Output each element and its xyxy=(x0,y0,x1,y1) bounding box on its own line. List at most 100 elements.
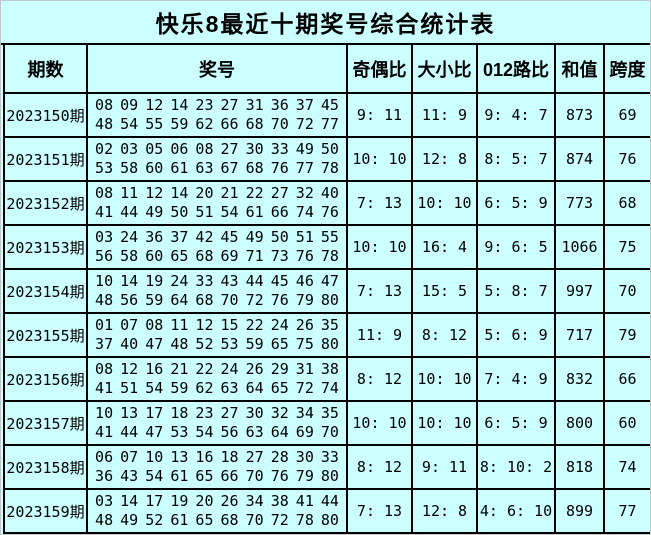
cell-period: 2023151期 xyxy=(3,136,88,182)
cell-odd-even-ratio: 10: 10 xyxy=(346,224,413,270)
cell-span: 77 xyxy=(603,488,650,534)
cell-numbers: 10 14 19 24 33 43 44 45 46 47 48 56 59 6… xyxy=(86,268,348,314)
numbers-line-1: 01 07 08 11 12 15 22 24 26 35 xyxy=(95,316,339,334)
cell-sum: 899 xyxy=(554,488,605,534)
cell-span: 76 xyxy=(603,136,650,182)
header-big-small: 大小比 xyxy=(411,45,478,94)
numbers-line-2: 48 56 59 64 68 70 72 76 79 80 xyxy=(95,291,339,309)
cell-span: 70 xyxy=(603,268,650,314)
cell-sum: 773 xyxy=(554,180,605,226)
cell-sum: 1066 xyxy=(554,224,605,270)
cell-span: 66 xyxy=(603,356,650,402)
cell-numbers: 03 24 36 37 42 45 49 50 51 55 56 58 60 6… xyxy=(86,224,348,270)
numbers-line-2: 41 44 49 50 51 54 61 66 74 76 xyxy=(95,203,339,221)
cell-012-route-ratio: 5: 8: 7 xyxy=(476,268,556,314)
cell-012-route-ratio: 9: 6: 5 xyxy=(476,224,556,270)
numbers-line-1: 02 03 05 06 08 27 30 33 49 50 xyxy=(95,140,339,158)
cell-sum: 717 xyxy=(554,312,605,358)
table-row: 2023155期 01 07 08 11 12 15 22 24 26 35 3… xyxy=(3,312,650,358)
cell-012-route-ratio: 9: 4: 7 xyxy=(476,92,556,138)
numbers-line-1: 10 13 17 18 23 27 30 32 34 35 xyxy=(95,404,339,422)
numbers-line-1: 08 09 12 14 23 27 31 36 37 45 xyxy=(95,96,339,114)
cell-span: 79 xyxy=(603,312,650,358)
cell-012-route-ratio: 5: 6: 9 xyxy=(476,312,556,358)
cell-numbers: 03 14 17 19 20 26 34 38 41 44 48 49 52 6… xyxy=(86,488,348,534)
cell-span: 69 xyxy=(603,92,650,138)
cell-period: 2023152期 xyxy=(3,180,88,226)
cell-period: 2023156期 xyxy=(3,356,88,402)
cell-big-small-ratio: 10: 10 xyxy=(411,400,478,446)
cell-sum: 997 xyxy=(554,268,605,314)
table-row: 2023154期 10 14 19 24 33 43 44 45 46 47 4… xyxy=(3,268,650,314)
numbers-line-2: 37 40 47 48 52 53 59 65 75 80 xyxy=(95,335,339,353)
table-row: 2023156期 08 12 16 21 22 24 26 29 31 38 4… xyxy=(3,356,650,402)
numbers-line-1: 10 14 19 24 33 43 44 45 46 47 xyxy=(95,272,339,290)
cell-span: 74 xyxy=(603,444,650,490)
table-row: 2023159期 03 14 17 19 20 26 34 38 41 44 4… xyxy=(3,488,650,534)
table-row: 2023150期 08 09 12 14 23 27 31 36 37 45 4… xyxy=(3,92,650,138)
cell-period: 2023157期 xyxy=(3,400,88,446)
cell-sum: 832 xyxy=(554,356,605,402)
numbers-line-2: 41 44 47 53 54 56 63 64 69 70 xyxy=(95,423,339,441)
cell-period: 2023155期 xyxy=(3,312,88,358)
header-sum: 和值 xyxy=(554,45,605,94)
cell-012-route-ratio: 4: 6: 10 xyxy=(476,488,556,534)
cell-numbers: 08 12 16 21 22 24 26 29 31 38 41 51 54 5… xyxy=(86,356,348,402)
cell-odd-even-ratio: 11: 9 xyxy=(346,312,413,358)
cell-period: 2023153期 xyxy=(3,224,88,270)
cell-period: 2023150期 xyxy=(3,92,88,138)
table-row: 2023153期 03 24 36 37 42 45 49 50 51 55 5… xyxy=(3,224,650,270)
numbers-line-1: 08 12 16 21 22 24 26 29 31 38 xyxy=(95,360,339,378)
cell-span: 68 xyxy=(603,180,650,226)
cell-big-small-ratio: 10: 10 xyxy=(411,180,478,226)
table-row: 2023158期 06 07 10 13 16 18 27 28 30 33 3… xyxy=(3,444,650,490)
header-period: 期数 xyxy=(3,45,88,94)
header-odd-even: 奇偶比 xyxy=(346,45,413,94)
cell-numbers: 08 11 12 14 20 21 22 27 32 40 41 44 49 5… xyxy=(86,180,348,226)
header-span: 跨度 xyxy=(603,45,650,94)
cell-sum: 818 xyxy=(554,444,605,490)
header-row: 期数 奖号 奇偶比 大小比 012路比 和值 跨度 xyxy=(3,45,650,94)
numbers-line-1: 08 11 12 14 20 21 22 27 32 40 xyxy=(95,184,339,202)
cell-odd-even-ratio: 8: 12 xyxy=(346,444,413,490)
cell-012-route-ratio: 6: 5: 9 xyxy=(476,180,556,226)
cell-numbers: 02 03 05 06 08 27 30 33 49 50 53 58 60 6… xyxy=(86,136,348,182)
cell-012-route-ratio: 7: 4: 9 xyxy=(476,356,556,402)
numbers-line-1: 03 14 17 19 20 26 34 38 41 44 xyxy=(95,492,339,510)
numbers-line-2: 48 49 52 61 65 68 70 72 78 80 xyxy=(95,511,339,529)
numbers-line-2: 48 54 55 59 62 66 68 70 72 77 xyxy=(95,115,339,133)
cell-span: 75 xyxy=(603,224,650,270)
cell-numbers: 08 09 12 14 23 27 31 36 37 45 48 54 55 5… xyxy=(86,92,348,138)
numbers-line-1: 03 24 36 37 42 45 49 50 51 55 xyxy=(95,228,339,246)
cell-span: 60 xyxy=(603,400,650,446)
cell-big-small-ratio: 8: 12 xyxy=(411,312,478,358)
cell-big-small-ratio: 16: 4 xyxy=(411,224,478,270)
numbers-line-2: 41 51 54 59 62 63 64 65 72 74 xyxy=(95,379,339,397)
cell-sum: 874 xyxy=(554,136,605,182)
table-row: 2023157期 10 13 17 18 23 27 30 32 34 35 4… xyxy=(3,400,650,446)
cell-012-route-ratio: 8: 5: 7 xyxy=(476,136,556,182)
cell-big-small-ratio: 10: 10 xyxy=(411,356,478,402)
header-012-route: 012路比 xyxy=(476,45,556,94)
header-numbers: 奖号 xyxy=(86,45,348,94)
cell-odd-even-ratio: 10: 10 xyxy=(346,400,413,446)
numbers-line-2: 56 58 60 65 68 69 71 73 76 78 xyxy=(95,247,339,265)
cell-period: 2023159期 xyxy=(3,488,88,534)
cell-sum: 800 xyxy=(554,400,605,446)
numbers-line-1: 06 07 10 13 16 18 27 28 30 33 xyxy=(95,448,339,466)
stats-table: 期数 奖号 奇偶比 大小比 012路比 和值 跨度 2023150期 08 09… xyxy=(3,45,650,534)
cell-big-small-ratio: 11: 9 xyxy=(411,92,478,138)
cell-odd-even-ratio: 8: 12 xyxy=(346,356,413,402)
cell-sum: 873 xyxy=(554,92,605,138)
table-row: 2023151期 02 03 05 06 08 27 30 33 49 50 5… xyxy=(3,136,650,182)
cell-odd-even-ratio: 10: 10 xyxy=(346,136,413,182)
numbers-line-2: 53 58 60 61 63 67 68 76 77 78 xyxy=(95,159,339,177)
cell-odd-even-ratio: 9: 11 xyxy=(346,92,413,138)
cell-numbers: 01 07 08 11 12 15 22 24 26 35 37 40 47 4… xyxy=(86,312,348,358)
cell-numbers: 06 07 10 13 16 18 27 28 30 33 36 43 54 6… xyxy=(86,444,348,490)
cell-odd-even-ratio: 7: 13 xyxy=(346,488,413,534)
cell-big-small-ratio: 12: 8 xyxy=(411,488,478,534)
cell-period: 2023158期 xyxy=(3,444,88,490)
cell-big-small-ratio: 12: 8 xyxy=(411,136,478,182)
